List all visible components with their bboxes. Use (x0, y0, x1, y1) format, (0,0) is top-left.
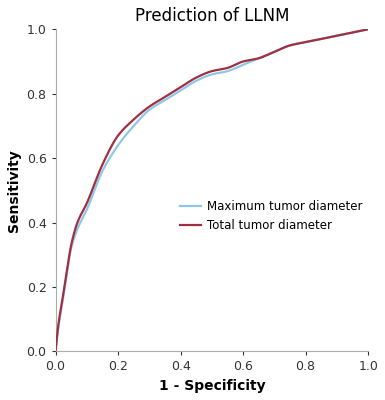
Maximum tumor diameter (69, 245, 74, 250)
Total tumor diameter (205, 70, 210, 75)
Maximum tumor diameter (366, 27, 370, 32)
Maximum tumor diameter (357, 29, 362, 34)
Maximum tumor diameter (357, 29, 361, 34)
Y-axis label: Sensitivity: Sensitivity (7, 149, 21, 232)
Legend: Maximum tumor diameter, Total tumor diameter: Maximum tumor diameter, Total tumor diam… (180, 200, 363, 232)
Maximum tumor diameter (53, 349, 58, 354)
Total tumor diameter (69, 241, 74, 246)
Maximum tumor diameter (197, 77, 201, 82)
Line: Total tumor diameter: Total tumor diameter (55, 29, 368, 352)
Total tumor diameter (53, 349, 58, 354)
Total tumor diameter (357, 29, 362, 34)
Total tumor diameter (197, 74, 201, 78)
Title: Prediction of LLNM: Prediction of LLNM (135, 7, 289, 25)
Maximum tumor diameter (205, 73, 210, 78)
X-axis label: 1 - Specificity: 1 - Specificity (159, 379, 265, 393)
Line: Maximum tumor diameter: Maximum tumor diameter (55, 29, 368, 352)
Total tumor diameter (366, 27, 370, 32)
Total tumor diameter (300, 40, 304, 45)
Total tumor diameter (357, 29, 361, 34)
Maximum tumor diameter (300, 40, 304, 45)
